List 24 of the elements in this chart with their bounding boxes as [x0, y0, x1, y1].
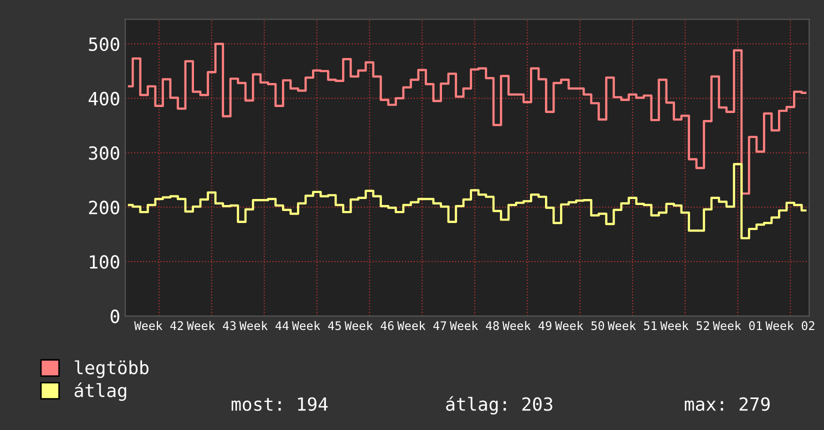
- y-tick-label: 500: [89, 37, 120, 52]
- x-tick-label: Week 43: [186, 320, 236, 330]
- text: most: 194: [232, 397, 328, 411]
- x-tick-label: Week 42: [134, 320, 183, 330]
- x-tick-label: Week 52: [660, 320, 710, 330]
- text: átlag: 203: [446, 396, 552, 415]
- x-tick-label: Week 44: [239, 320, 289, 330]
- x-tick-label: Week 50: [555, 320, 604, 330]
- y-tick-label: 300: [88, 146, 120, 160]
- x-tick-label: Week 45: [292, 320, 341, 330]
- x-tick-label: Week 47: [397, 320, 446, 330]
- y-tick-label: 0: [110, 310, 120, 324]
- x-tick-label: Week 51: [608, 320, 657, 330]
- y-tick-label: 400: [88, 92, 120, 106]
- x-tick-label: Week 01: [712, 320, 762, 330]
- y-tick-label: 100: [90, 255, 120, 269]
- text: max: 279: [684, 397, 770, 411]
- legend-label: legtöbb: [74, 360, 148, 378]
- x-tick-label: Week 48: [450, 320, 499, 330]
- legend-label: átlag: [74, 382, 126, 401]
- x-tick-label: Week 49: [502, 320, 552, 330]
- y-tick-label: 200: [89, 200, 120, 214]
- x-tick-label: Week 02: [766, 320, 814, 330]
- x-tick-label: Week 46: [344, 320, 394, 330]
